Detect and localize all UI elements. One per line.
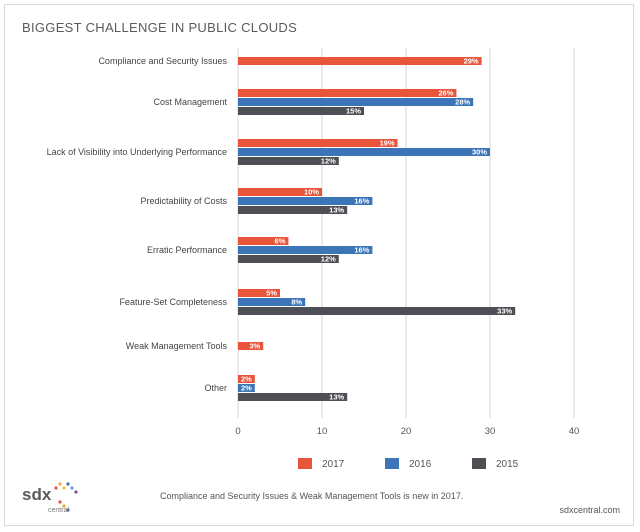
site-link[interactable]: sdxcentral.com bbox=[559, 505, 620, 515]
data-label: 26% bbox=[438, 89, 453, 98]
category-label: Other bbox=[204, 383, 227, 393]
bar-2016 bbox=[238, 298, 306, 306]
chart-frame bbox=[4, 4, 634, 526]
logo-sub: central bbox=[48, 507, 69, 514]
data-label: 5% bbox=[266, 289, 277, 298]
data-label: 15% bbox=[346, 107, 361, 116]
category-label: Erratic Performance bbox=[147, 245, 227, 255]
sdxcentral-logo: sdx central bbox=[22, 482, 78, 514]
category-label: Compliance and Security Issues bbox=[98, 56, 227, 66]
chart-title: BIGGEST CHALLENGE IN PUBLIC CLOUDS bbox=[22, 20, 298, 35]
footnote: Compliance and Security Issues & Weak Ma… bbox=[160, 491, 464, 501]
category-labels: Compliance and Security Issues Cost Manag… bbox=[47, 56, 228, 393]
legend-swatch-2017 bbox=[298, 458, 312, 469]
bar-2016 bbox=[238, 148, 490, 156]
legend-swatch-2016 bbox=[385, 458, 399, 469]
logo-dot bbox=[66, 482, 70, 486]
bar-2017 bbox=[238, 57, 482, 65]
bars: 29% 26%28% 15% 19% 30% 12% 10% 16% 13% 6% 16% 12% 5%… bbox=[238, 57, 516, 402]
legend-label: 2016 bbox=[409, 459, 432, 470]
data-label: 10% bbox=[304, 188, 319, 197]
logo-dot bbox=[54, 486, 58, 490]
x-tick-label: 20 bbox=[401, 426, 412, 437]
legend: 2017 2016 2015 bbox=[298, 458, 519, 470]
x-axis-ticks: 0 10 20 30 40 bbox=[235, 426, 579, 437]
category-label: Cost Management bbox=[153, 97, 227, 107]
bar-2017 bbox=[238, 289, 280, 297]
data-label: 28% bbox=[455, 98, 470, 107]
data-label: 33% bbox=[497, 307, 512, 316]
bar-2017 bbox=[238, 375, 255, 383]
data-label: 13% bbox=[329, 206, 344, 215]
data-label: 2% bbox=[241, 375, 252, 384]
x-tick-label: 40 bbox=[569, 426, 580, 437]
data-label: 13% bbox=[329, 393, 344, 402]
bar-2017 bbox=[238, 89, 457, 97]
bar-2015 bbox=[238, 157, 339, 165]
bar-2015 bbox=[238, 393, 348, 401]
logo-dot bbox=[58, 482, 62, 486]
data-label: 16% bbox=[354, 246, 369, 255]
data-label: 12% bbox=[321, 255, 336, 264]
data-label: 19% bbox=[380, 139, 395, 148]
x-tick-label: 30 bbox=[485, 426, 496, 437]
logo-dot bbox=[62, 504, 66, 508]
bar-2016 bbox=[238, 197, 373, 205]
legend-label: 2017 bbox=[322, 459, 345, 470]
category-label: Lack of Visibility into Underlying Perfo… bbox=[47, 147, 227, 157]
logo-word: sdx bbox=[22, 485, 52, 504]
category-label: Predictability of Costs bbox=[140, 196, 227, 206]
x-tick-label: 10 bbox=[317, 426, 328, 437]
data-label: 3% bbox=[249, 342, 260, 351]
bar-2017 bbox=[238, 237, 289, 245]
data-label: 29% bbox=[464, 57, 479, 66]
bar-2016 bbox=[238, 98, 474, 106]
category-label: Feature-Set Completeness bbox=[119, 297, 227, 307]
bar-2015 bbox=[238, 206, 348, 214]
logo-dot bbox=[74, 490, 78, 494]
logo-dot bbox=[62, 486, 66, 490]
logo-dot bbox=[66, 508, 70, 512]
bar-2016 bbox=[238, 246, 373, 254]
x-tick-label: 0 bbox=[235, 426, 240, 437]
bar-2017 bbox=[238, 139, 398, 147]
bar-2017 bbox=[238, 342, 264, 350]
category-label: Weak Management Tools bbox=[126, 341, 228, 351]
legend-swatch-2015 bbox=[472, 458, 486, 469]
bar-2015 bbox=[238, 107, 364, 115]
legend-label: 2015 bbox=[496, 459, 519, 470]
bar-2017 bbox=[238, 188, 322, 196]
data-label: 16% bbox=[354, 197, 369, 206]
data-label: 6% bbox=[275, 237, 286, 246]
data-label: 2% bbox=[241, 384, 252, 393]
data-label: 8% bbox=[291, 298, 302, 307]
data-label: 30% bbox=[472, 148, 487, 157]
bar-2015 bbox=[238, 255, 339, 263]
logo-dot bbox=[70, 486, 74, 490]
bar-2015 bbox=[238, 307, 516, 315]
logo-dot bbox=[58, 500, 62, 504]
data-label: 12% bbox=[321, 157, 336, 166]
bar-2016 bbox=[238, 384, 255, 392]
